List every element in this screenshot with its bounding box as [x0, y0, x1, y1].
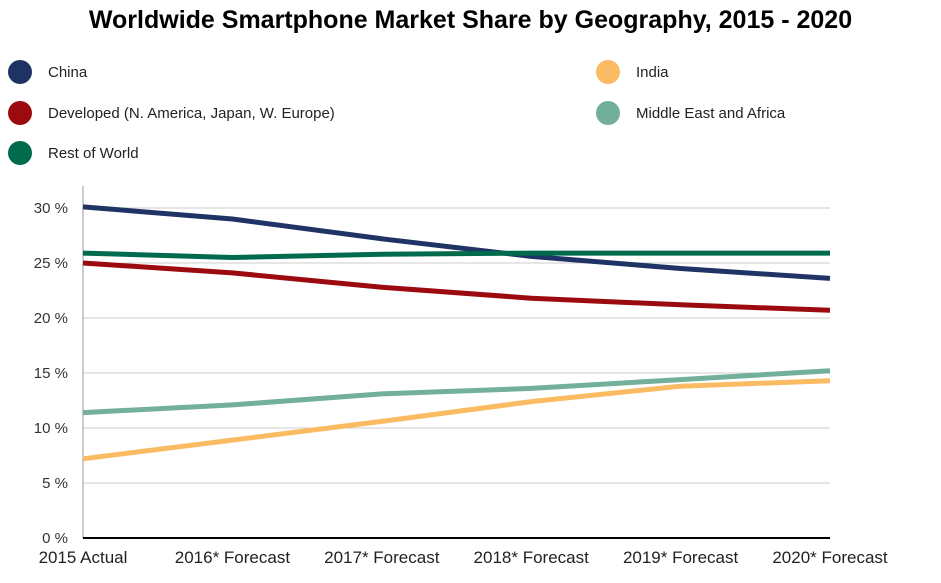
legend-swatch: [596, 60, 620, 84]
legend-label: Developed (N. America, Japan, W. Europe): [48, 104, 335, 122]
x-tick-label: 2020* Forecast: [772, 548, 888, 567]
x-tick-label: 2017* Forecast: [324, 548, 440, 567]
legend-label: Middle East and Africa: [636, 104, 786, 122]
y-tick-label: 25 %: [34, 255, 68, 272]
legend-item: Middle East and Africa: [596, 101, 785, 125]
series-line: [82, 260, 831, 313]
legend-item: China: [8, 60, 87, 84]
y-tick-label: 5 %: [42, 475, 68, 492]
legend-label: Rest of World: [48, 144, 139, 162]
y-tick-label: 20 %: [34, 310, 68, 327]
y-tick-label: 15 %: [34, 365, 68, 382]
chart-title: Worldwide Smartphone Market Share by Geo…: [88, 6, 853, 34]
series-line: [82, 250, 830, 260]
x-tick-label: 2018* Forecast: [474, 548, 590, 567]
y-tick-label: 10 %: [34, 420, 68, 437]
y-tick-label: 30 %: [34, 200, 68, 217]
series-line: [82, 204, 831, 281]
legend-swatch: [8, 60, 32, 84]
x-tick-label: 2016* Forecast: [175, 548, 291, 567]
legend-item: Rest of World: [8, 141, 139, 165]
legend-swatch: [8, 101, 32, 125]
legend-item: India: [596, 60, 669, 84]
series-line: [82, 378, 831, 462]
x-tick-label: 2015 Actual: [39, 548, 128, 567]
legend-swatch: [596, 101, 620, 125]
series-line: [82, 368, 831, 416]
y-tick-label: 0 %: [42, 530, 68, 547]
legend-swatch: [8, 141, 32, 165]
x-tick-label: 2019* Forecast: [623, 548, 739, 567]
legend-item: Developed (N. America, Japan, W. Europe): [8, 101, 335, 125]
legend-label: India: [636, 63, 669, 81]
legend-label: China: [48, 63, 88, 81]
